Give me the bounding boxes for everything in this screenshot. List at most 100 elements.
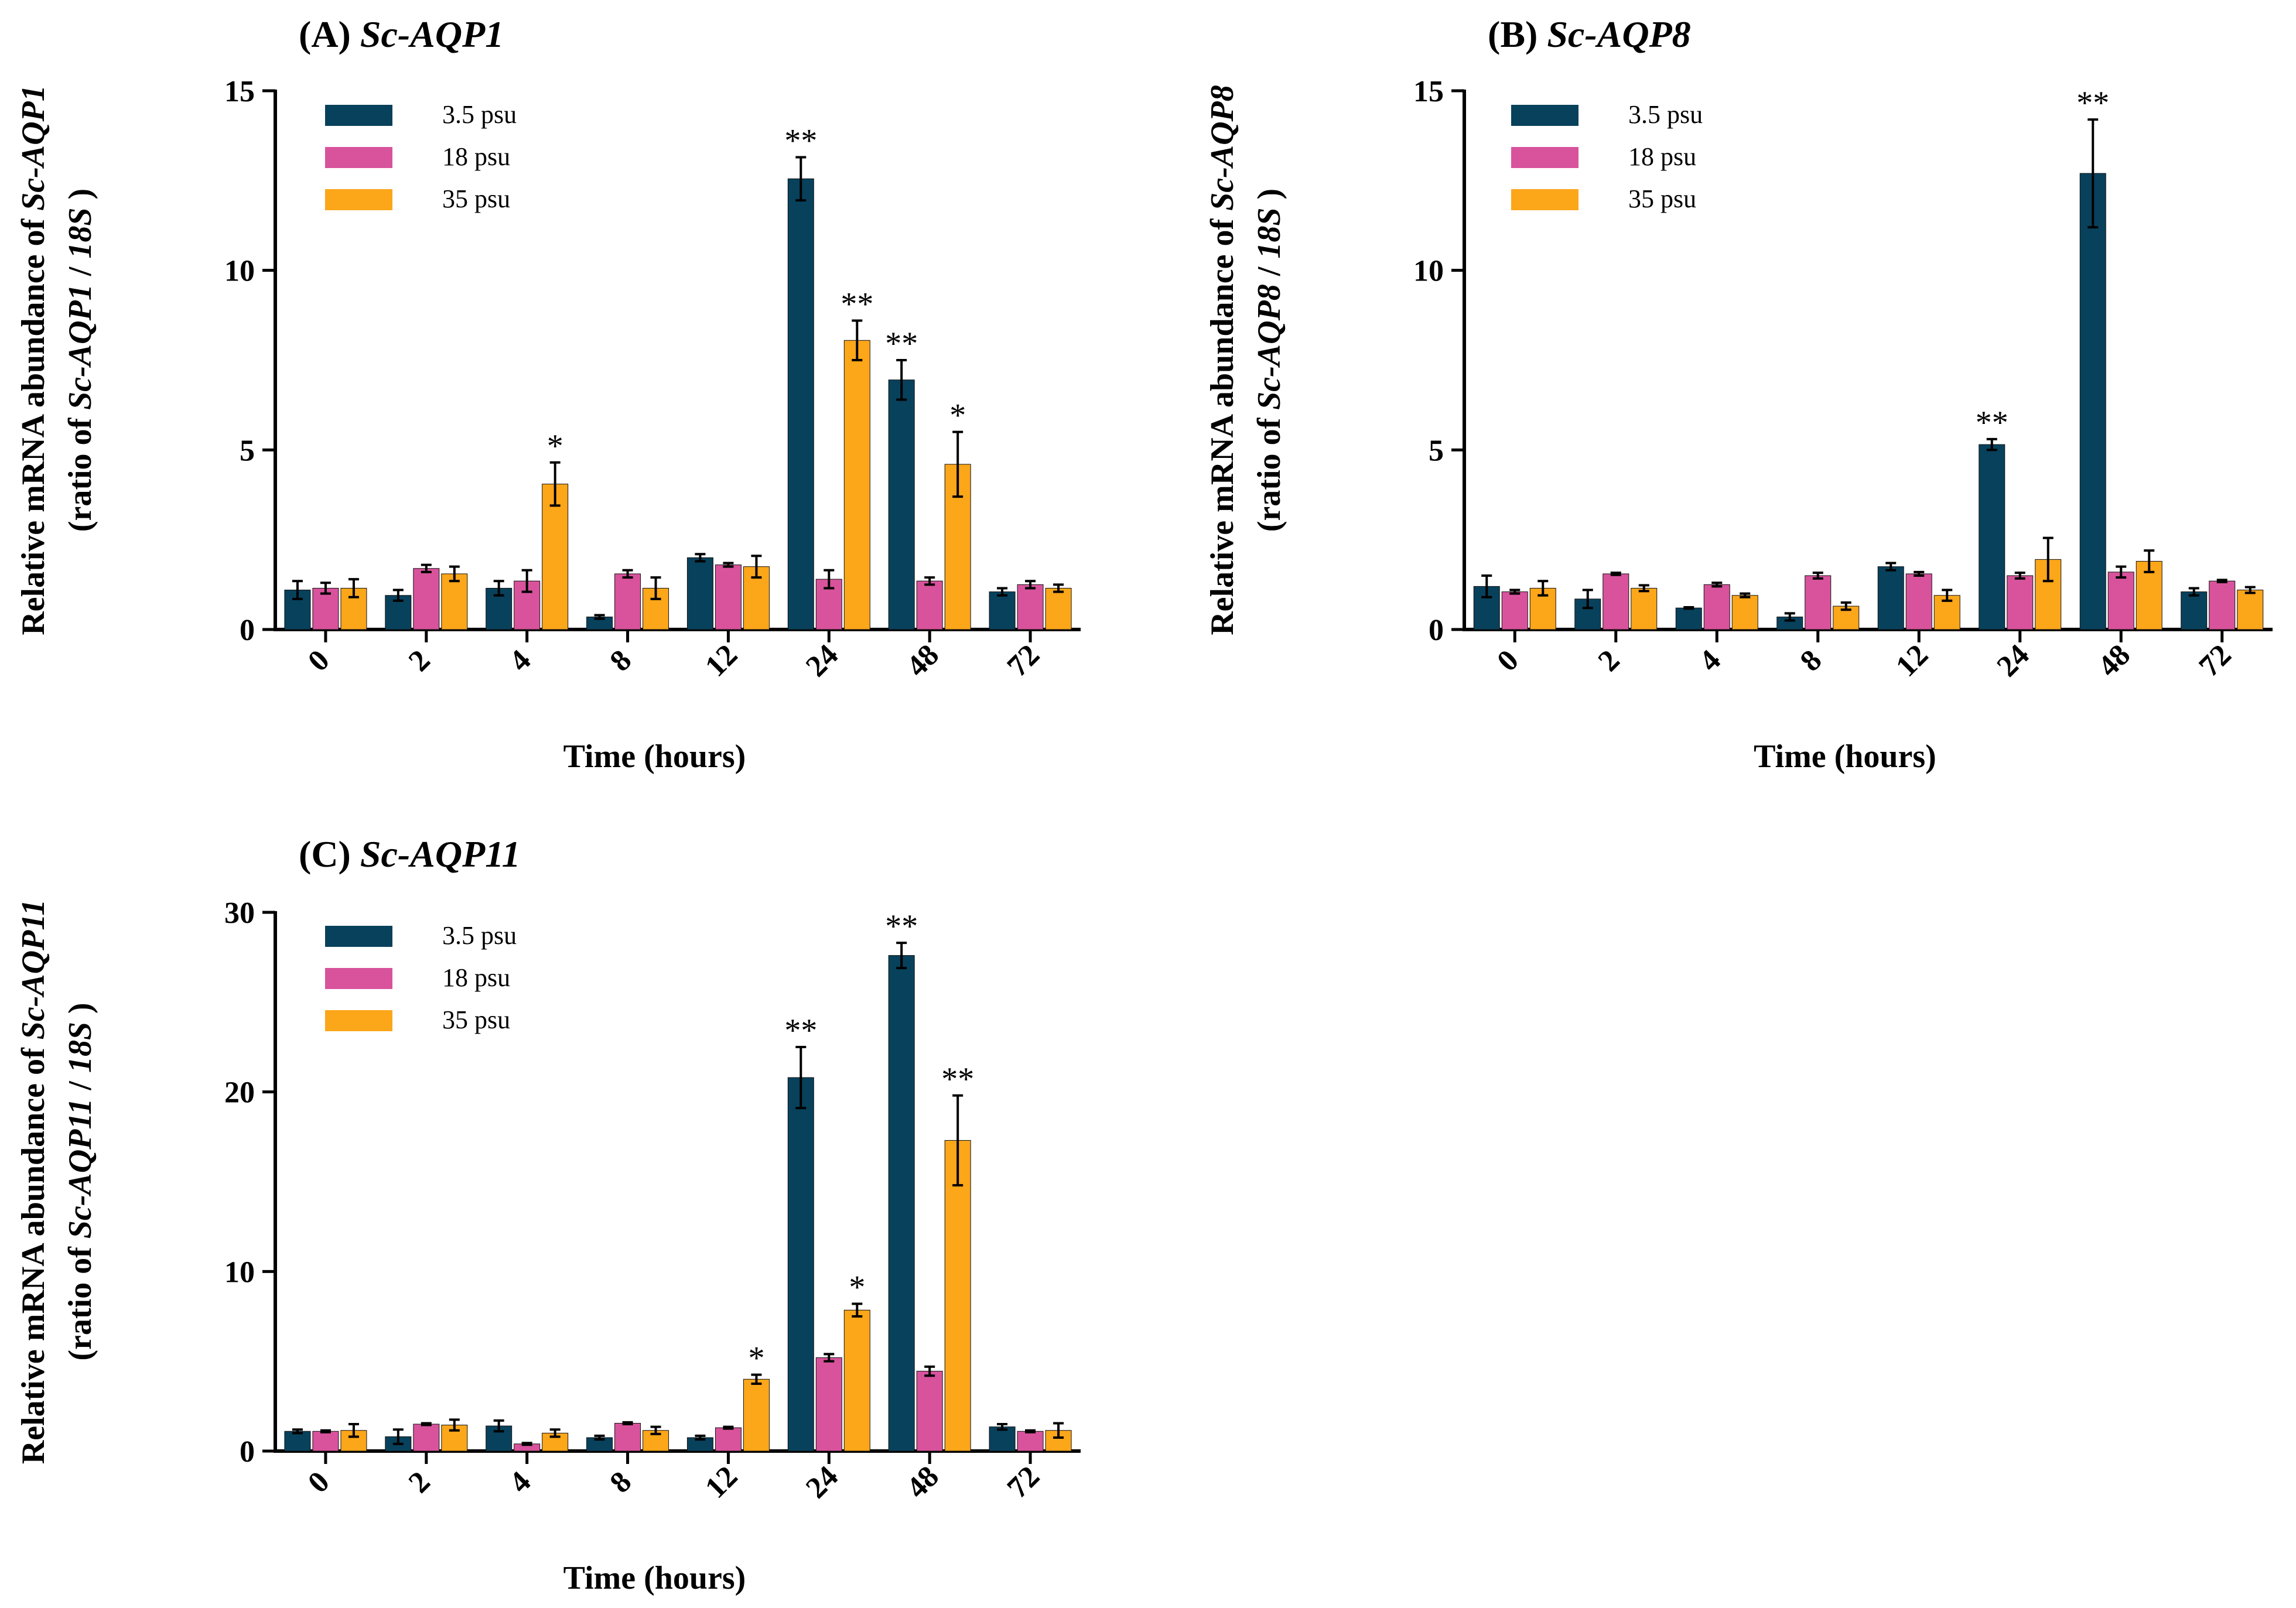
bar [1675,607,1702,630]
bar [2007,575,2034,630]
bar [787,1077,814,1452]
bar [2237,590,2264,630]
bar [542,484,569,630]
significance-marker: ** [1976,405,2008,441]
legend-swatch [325,105,392,126]
y-tick-label: 0 [240,614,255,647]
bar [1805,575,1832,630]
x-tick-label: 24 [800,1460,845,1505]
legend-swatch [1511,147,1578,168]
bar [1045,587,1072,630]
significance-marker: ** [885,326,918,362]
bar [1017,584,1044,630]
y-tick-label: 10 [224,1255,255,1289]
bar [1501,591,1528,630]
y-axis-label-part: Relative mRNA abundance of [1204,211,1241,635]
bar [614,573,641,630]
y-axis-label-sub: (ratio of Sc-AQP8 / 18S ) [1251,189,1287,532]
x-tick-label: 2 [1592,644,1627,678]
x-tick-label: 24 [1991,638,2036,683]
y-axis-label-sub-part: 18S [62,207,98,258]
legend-swatch [1511,105,1578,126]
legend-label: 18 psu [442,963,510,992]
x-tick-label: 12 [1890,638,1935,683]
x-tick-label: 2 [402,1465,437,1500]
legend-swatch [325,1010,392,1031]
bar [413,568,440,630]
y-axis-label-sub-part: ) [1251,189,1287,208]
x-tick-label: 8 [1794,644,1829,678]
bar [1703,584,1730,630]
legend-swatch [325,189,392,210]
y-axis-label-part: Sc-AQP1 [15,85,52,211]
significance-marker: ** [784,1012,817,1049]
panel-title-part: (B) [1488,13,1547,55]
x-tick-label: 4 [1693,644,1727,678]
bar [1979,444,2005,630]
y-tick-label: 15 [1413,75,1444,108]
x-tick-label: 0 [302,644,336,678]
x-axis-label: Time (hours) [1754,738,1936,775]
bar [614,1422,641,1452]
y-axis-label-sub: (ratio of Sc-AQP1 / 18S ) [62,189,98,532]
x-tick-label: 0 [1491,644,1525,678]
y-tick-label: 10 [224,255,255,288]
x-tick-label: 8 [604,1465,638,1500]
bar [815,1357,842,1452]
y-tick-label: 10 [1413,255,1444,288]
bar [715,564,742,630]
y-axis-label-sub: (ratio of Sc-AQP11 / 18S ) [62,1003,98,1360]
y-axis-label: Relative mRNA abundance of Sc-AQP8 [1204,85,1241,635]
x-tick-label: 2 [402,644,437,678]
legend-swatch [325,926,392,947]
x-tick-label: 4 [503,1465,538,1500]
x-tick-label: 4 [503,644,538,678]
significance-marker: ** [784,122,817,159]
significance-marker: * [748,1340,764,1377]
x-tick-label: 24 [800,638,845,683]
legend-swatch [1511,189,1578,210]
y-axis-label-sub-part: / [62,1073,98,1099]
x-tick-label: 0 [302,1465,336,1500]
bar [441,573,468,630]
bar [843,340,870,630]
panel-title-part: (A) [299,13,360,55]
panel-title-part: Sc-AQP1 [360,13,504,55]
y-tick-label: 0 [1429,614,1444,647]
x-tick-label: 48 [2092,638,2137,683]
legend-label: 35 psu [442,1005,510,1034]
bar [989,1426,1016,1452]
y-axis-label-sub-part: (ratio of [62,1238,98,1360]
bar [1877,566,1904,630]
bar [888,955,915,1452]
bar [989,591,1016,630]
bar [312,587,339,630]
x-tick-label: 72 [1001,638,1046,683]
y-axis-label-sub-part: (ratio of [1251,410,1287,532]
x-tick-label: 48 [900,1460,945,1505]
panel-title: (C) Sc-AQP11 [299,833,521,875]
y-axis-label-sub-part: 18S [1251,207,1287,258]
x-tick-label: 12 [699,1460,744,1505]
legend-swatch [325,968,392,989]
y-tick-label: 15 [224,75,255,108]
legend-label: 3.5 psu [442,100,517,129]
bar [1603,573,1629,630]
panel-title: (B) Sc-AQP8 [1488,13,1691,55]
y-axis-label-sub-part: Sc-AQP8 [1251,284,1287,410]
x-tick-label: 72 [1001,1460,1046,1505]
bar [843,1309,870,1452]
bar [2079,173,2106,630]
bar [743,1378,770,1452]
y-axis-label-sub-part: (ratio of [62,410,98,532]
legend-label: 3.5 psu [1628,100,1703,129]
bar [2209,580,2236,630]
significance-marker: ** [885,908,918,945]
significance-marker: ** [941,1061,974,1097]
y-axis-label: Relative mRNA abundance of Sc-AQP11 [15,899,52,1464]
panel-title-part: (C) [299,833,360,875]
y-tick-label: 5 [240,434,255,467]
panel-title: (A) Sc-AQP1 [299,13,504,55]
panel-title-part: Sc-AQP8 [1547,13,1690,55]
bar [1631,587,1658,630]
